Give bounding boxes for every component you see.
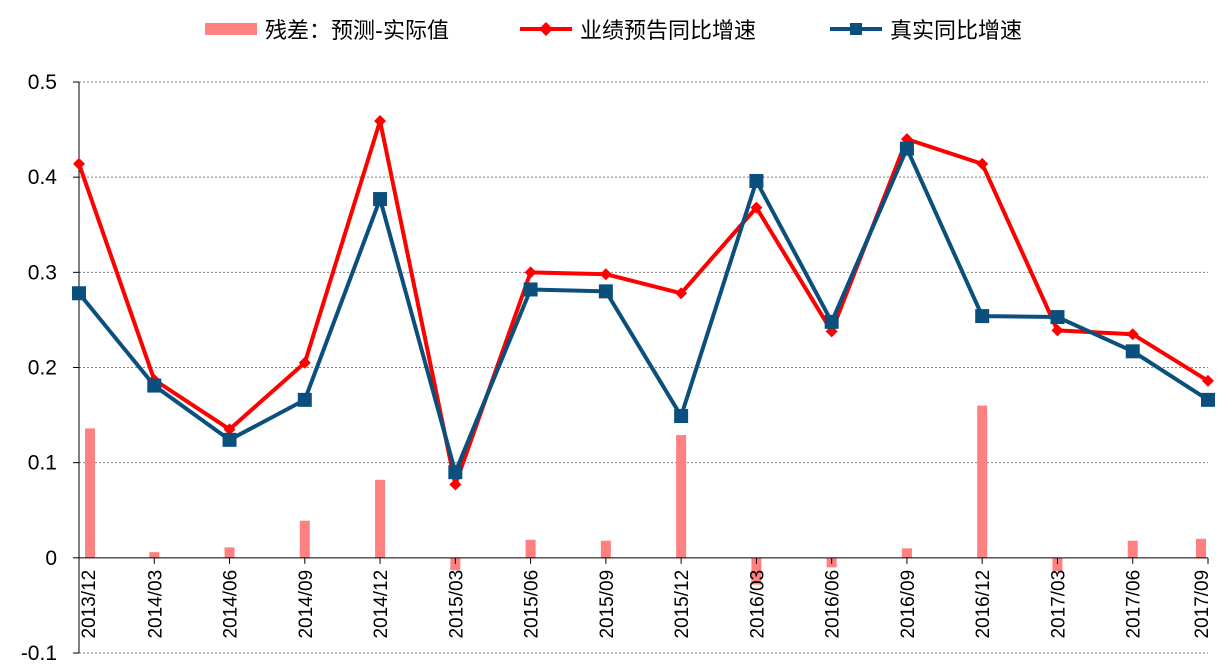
x-tick-label: 2015/06 bbox=[522, 570, 543, 639]
forecast-point bbox=[976, 157, 989, 170]
legend-label-residual: 残差：预测-实际值 bbox=[265, 19, 449, 44]
residual-bar bbox=[85, 428, 95, 558]
actual-point bbox=[598, 284, 613, 299]
residual-bar bbox=[450, 557, 461, 571]
actual-point bbox=[222, 432, 237, 447]
residual-bar bbox=[525, 539, 536, 558]
x-tick-label: 2016/09 bbox=[898, 570, 919, 639]
actual-point bbox=[899, 141, 914, 156]
y-tick-label: 0.3 bbox=[28, 261, 57, 284]
forecast-point bbox=[1202, 374, 1214, 387]
actual-line bbox=[77, 146, 1210, 475]
legend-marker-forecast bbox=[539, 22, 553, 36]
x-tick-label: 2017/09 bbox=[1192, 570, 1213, 639]
legend-marker-actual bbox=[850, 23, 862, 35]
forecast-point bbox=[524, 266, 537, 279]
x-tick-label: 2014/12 bbox=[371, 570, 392, 639]
actual-point bbox=[749, 173, 764, 188]
residual-bar bbox=[375, 479, 386, 558]
forecast-point bbox=[449, 478, 462, 491]
forecast-point bbox=[298, 356, 311, 369]
actual-point bbox=[147, 378, 162, 393]
forecast-point bbox=[675, 287, 688, 300]
x-tick-label: 2015/12 bbox=[672, 570, 693, 639]
forecast-point bbox=[599, 268, 612, 281]
actual-point bbox=[1201, 392, 1215, 407]
legend-item-residual: 残差：预测-实际值 bbox=[205, 19, 449, 44]
legend: 残差：预测-实际值 业绩预告同比增速 真实同比增速 bbox=[205, 19, 1022, 44]
actual-point bbox=[72, 286, 86, 301]
actual-point bbox=[975, 309, 990, 324]
actual-point bbox=[373, 192, 388, 207]
actual-point bbox=[448, 465, 463, 480]
forecast-point bbox=[374, 115, 387, 128]
x-tick-label: 2014/06 bbox=[221, 570, 242, 639]
actual-point bbox=[824, 314, 839, 329]
line-series bbox=[72, 115, 1215, 491]
x-tick-label: 2016/06 bbox=[823, 570, 844, 639]
residual-bar bbox=[1196, 538, 1206, 558]
actual-point bbox=[674, 409, 689, 424]
residual-bar bbox=[977, 405, 988, 558]
residual-bar bbox=[224, 547, 235, 558]
actual-point bbox=[523, 282, 538, 297]
y-tick-label: 0 bbox=[45, 547, 57, 570]
forecast-point bbox=[750, 201, 763, 214]
legend-label-actual: 真实同比增速 bbox=[890, 19, 1022, 44]
residual-bar bbox=[901, 548, 912, 558]
x-tick-label: 2014/09 bbox=[296, 570, 317, 639]
x-tick-label: 2017/06 bbox=[1124, 570, 1145, 639]
forecast-point bbox=[1051, 324, 1064, 337]
x-tick-label: 2013/12 bbox=[79, 570, 100, 639]
x-axis: 2013/12 2014/03 2014/06 2014/09 2014/12 2015/… bbox=[78, 557, 1213, 639]
grid bbox=[79, 81, 1208, 654]
actual-point bbox=[1050, 310, 1065, 325]
forecast-point bbox=[1126, 328, 1139, 341]
x-tick-label: 2015/03 bbox=[446, 570, 467, 639]
residual-bar bbox=[149, 552, 160, 558]
x-tick-label: 2016/03 bbox=[747, 570, 768, 639]
residual-bars bbox=[85, 405, 1206, 585]
residual-bar bbox=[1127, 540, 1138, 558]
forecast-line bbox=[77, 119, 1210, 487]
actual-point bbox=[297, 392, 312, 407]
y-tick-label: -0.1 bbox=[21, 642, 57, 665]
legend-label-forecast: 业绩预告同比增速 bbox=[580, 19, 756, 44]
residual-bar bbox=[676, 435, 687, 558]
actual-point bbox=[1125, 344, 1140, 359]
y-tick-label: 0.4 bbox=[28, 166, 58, 189]
forecast-point bbox=[223, 423, 236, 436]
x-tick-label: 2014/03 bbox=[145, 570, 166, 639]
legend-item-actual: 真实同比增速 bbox=[830, 19, 1022, 44]
residual-bar bbox=[751, 557, 762, 585]
residual-bar bbox=[600, 540, 611, 558]
forecast-point bbox=[73, 157, 85, 170]
legend-item-forecast: 业绩预告同比增速 bbox=[520, 19, 756, 44]
residual-bar bbox=[299, 520, 310, 558]
residual-bar bbox=[1052, 557, 1063, 572]
y-axis: 0.5 0.4 0.3 0.2 0.1 0 -0.1 bbox=[21, 71, 80, 665]
x-tick-label: 2016/12 bbox=[973, 570, 994, 639]
y-tick-label: 0.5 bbox=[28, 71, 57, 94]
y-tick-label: 0.2 bbox=[28, 357, 57, 380]
legend-swatch-residual bbox=[205, 23, 257, 35]
x-tick-label: 2015/09 bbox=[597, 570, 618, 639]
x-tick-label: 2017/03 bbox=[1048, 570, 1069, 639]
y-tick-label: 0.1 bbox=[28, 452, 57, 475]
